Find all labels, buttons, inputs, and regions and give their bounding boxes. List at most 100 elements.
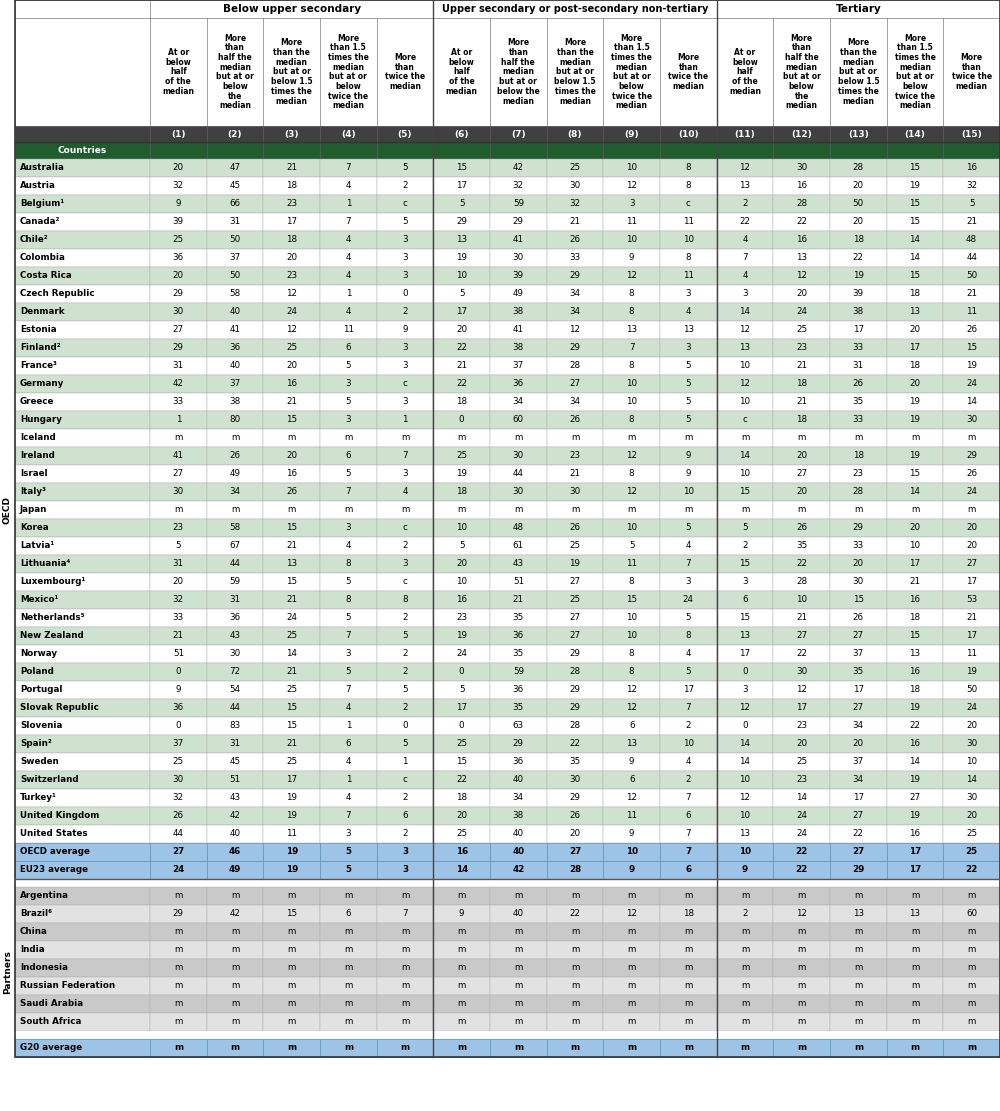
Text: m: m (627, 945, 636, 954)
Text: 22: 22 (740, 218, 750, 227)
Bar (207, 126, 263, 142)
Text: Luxembourg¹: Luxembourg¹ (20, 578, 85, 587)
Text: 48: 48 (513, 523, 524, 532)
Bar (547, 645, 603, 663)
Text: Iceland: Iceland (20, 433, 56, 442)
Text: 33: 33 (173, 613, 184, 622)
Text: Slovak Republic: Slovak Republic (20, 703, 99, 712)
Bar (433, 825, 490, 843)
Bar (150, 177, 207, 196)
Bar (887, 142, 943, 159)
Text: 5: 5 (459, 685, 464, 694)
Bar (660, 825, 717, 843)
Text: m: m (514, 1000, 523, 1009)
Text: m: m (797, 1043, 806, 1052)
Text: m: m (287, 963, 296, 972)
Bar (830, 771, 887, 789)
Text: 27: 27 (173, 470, 184, 479)
Bar (433, 627, 490, 645)
Text: 20: 20 (286, 253, 297, 262)
Text: m: m (514, 1043, 523, 1052)
Text: 20: 20 (456, 326, 467, 334)
Bar (717, 18, 773, 126)
Bar (717, 411, 773, 429)
Text: 21: 21 (513, 595, 524, 604)
Bar (15, 339, 150, 357)
Bar (263, 286, 320, 303)
Text: 3: 3 (686, 290, 691, 299)
Bar (943, 977, 1000, 995)
Bar (490, 995, 547, 1013)
Text: 27: 27 (569, 578, 581, 587)
Text: 26: 26 (230, 451, 240, 460)
Text: 0: 0 (742, 721, 748, 731)
Text: 27: 27 (569, 380, 581, 389)
Text: m: m (401, 928, 409, 937)
Bar (603, 501, 660, 519)
Bar (717, 681, 773, 699)
Text: m: m (344, 981, 353, 991)
Bar (377, 923, 433, 941)
Bar (490, 466, 547, 483)
Bar (490, 267, 547, 286)
Bar (377, 573, 433, 591)
Bar (377, 196, 433, 213)
Text: 19: 19 (286, 811, 297, 821)
Text: 28: 28 (569, 361, 581, 370)
Text: 27: 27 (172, 848, 184, 857)
Text: 18: 18 (853, 451, 864, 460)
Bar (15, 717, 150, 735)
Text: 48: 48 (966, 236, 977, 244)
Text: m: m (854, 1043, 863, 1052)
Bar (320, 339, 377, 357)
Text: Countries: Countries (58, 146, 107, 156)
Text: m: m (344, 928, 353, 937)
Bar (207, 663, 263, 681)
Text: m: m (797, 1000, 806, 1009)
Bar (660, 717, 717, 735)
Text: 26: 26 (173, 811, 184, 821)
Bar (773, 843, 830, 861)
Text: 6: 6 (742, 595, 748, 604)
Bar (717, 519, 773, 537)
Bar (433, 923, 490, 941)
Text: 6: 6 (346, 343, 351, 352)
Bar (263, 663, 320, 681)
Text: 2: 2 (402, 613, 408, 622)
Bar (547, 959, 603, 977)
Bar (263, 339, 320, 357)
Bar (207, 995, 263, 1013)
Text: 32: 32 (173, 793, 184, 802)
Text: 14: 14 (456, 865, 468, 874)
Text: 25: 25 (456, 830, 467, 839)
Text: 18: 18 (286, 236, 297, 244)
Text: Japan: Japan (20, 506, 47, 514)
Text: 8: 8 (629, 650, 634, 659)
Bar (490, 126, 547, 142)
Text: 49: 49 (230, 470, 240, 479)
Bar (773, 177, 830, 196)
Text: 0: 0 (176, 721, 181, 731)
Bar (547, 861, 603, 879)
Text: 49: 49 (229, 865, 241, 874)
Text: 18: 18 (909, 290, 921, 299)
Bar (547, 887, 603, 905)
Bar (377, 941, 433, 959)
Text: m: m (457, 1000, 466, 1009)
Bar (660, 231, 717, 249)
Bar (490, 663, 547, 681)
Text: 23: 23 (286, 271, 297, 280)
Text: 23: 23 (569, 451, 581, 460)
Text: m: m (344, 1018, 353, 1027)
Text: 34: 34 (853, 775, 864, 784)
Bar (943, 556, 1000, 573)
Bar (887, 771, 943, 789)
Text: 20: 20 (796, 451, 807, 460)
Text: m: m (457, 963, 466, 972)
Text: m: m (741, 928, 749, 937)
Text: 25: 25 (796, 758, 807, 767)
Bar (377, 501, 433, 519)
Bar (433, 753, 490, 771)
Text: 25: 25 (456, 740, 467, 749)
Bar (490, 213, 547, 231)
